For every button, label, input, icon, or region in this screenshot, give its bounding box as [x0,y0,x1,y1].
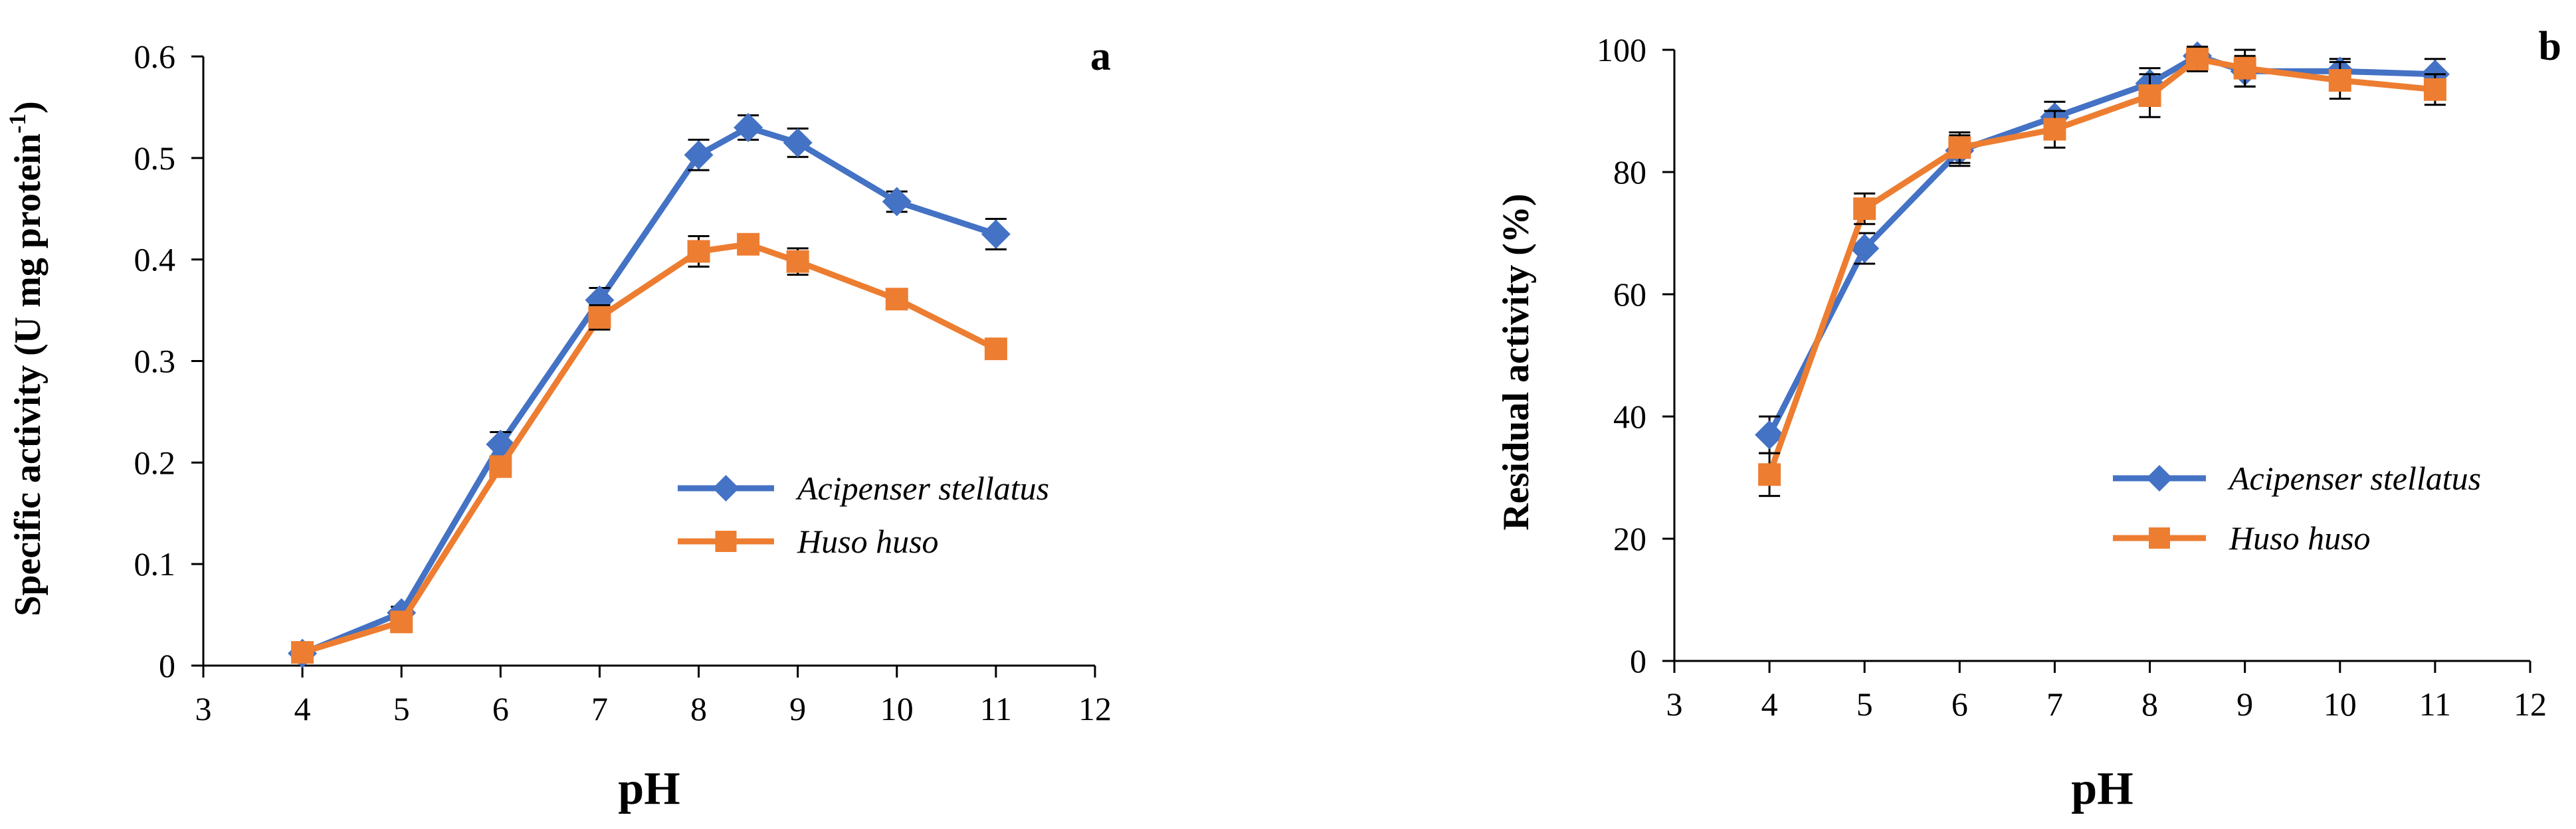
data-point-square [2233,56,2256,80]
data-point-square [390,610,413,634]
data-point-square [984,337,1007,361]
data-point-square [291,641,314,664]
chart-panel-b: 3 4 5 6 7 8 9 10 11 12 0 20 40 60 80 100 pH Residual acti… [1496,24,2561,814]
x-tick-label: 4 [294,690,311,727]
y-tick-label: 40 [1613,398,1646,435]
x-tick-label: 9 [789,690,806,727]
y-tick-label: 0.3 [134,343,176,380]
y-tick-label: 0 [159,647,175,684]
data-point-square [737,232,760,256]
series-huso-huso: Huso huso [1758,45,2446,557]
y-tick-label: 20 [1613,520,1646,557]
x-tick-label: 4 [1761,686,1778,723]
x-tick-label: 6 [492,690,509,727]
legend-label: Acipenser stellatus [2227,460,2481,497]
y-tick-label: 60 [1613,276,1646,313]
x-axis-title: pH [618,763,680,814]
x-tick-label: 3 [1666,686,1683,723]
data-point-diamond [1850,234,1880,263]
x-tick-label: 12 [1078,690,1112,727]
x-tick-label: 5 [393,690,410,727]
data-point-diamond [684,140,714,170]
legend-marker-square [2149,527,2170,549]
y-axis-title-main: Specific activity (U mg protein [7,134,49,616]
data-point-square [2423,78,2446,101]
data-point-diamond [882,187,912,217]
legend-label: Acipenser stellatus [795,470,1049,507]
data-point-diamond [981,219,1011,249]
y-axis-title: Specific activity (U mg protein-1) [4,101,49,616]
y-tick-label: 100 [1597,31,1646,68]
legend-marker-square [715,531,737,552]
x-tick-label: 8 [690,690,707,727]
legend-marker-diamond [2146,465,2173,492]
y-tick-label: 0.1 [134,545,176,583]
x-tick-label: 5 [1856,686,1873,723]
legend-label: Huso huso [2229,519,2371,557]
series-line [1766,56,2436,476]
x-tick-label: 6 [1951,686,1968,723]
data-point-square [2043,118,2066,141]
x-tick-label: 11 [2419,686,2451,723]
panel-label: b [2539,24,2561,69]
series-acipenser-stellatus: Acipenser stellatus [288,112,1049,668]
x-tick-label: 11 [980,690,1012,727]
data-point-square [2138,84,2161,107]
x-tick-label: 12 [2514,686,2547,723]
data-point-square [1853,197,1876,221]
y-axis-title: Residual activity (%) [1496,193,1537,530]
data-point-diamond [734,112,763,142]
x-tick-label: 7 [591,690,608,727]
x-tick-label: 10 [2324,686,2357,723]
y-axis-title-main: Residual activity (%) [1496,193,1537,530]
chart-panel-a: 3 4 5 6 7 8 9 10 11 12 0 0.1 0.2 0.3 0.4 0.5 0.6 pH Specif… [4,34,1112,814]
legend-marker-diamond [712,475,740,502]
series-huso-huso: Huso huso [291,232,1007,664]
y-tick-label: 0.5 [134,139,176,177]
y-tick-label: 80 [1613,153,1646,191]
data-point-square [1948,136,1971,159]
y-axis-title-superscript: -1 [4,114,31,134]
x-tick-label: 7 [2046,686,2063,723]
x-tick-label: 9 [2236,686,2253,723]
panel-label: a [1090,34,1111,79]
y-tick-label: 0.4 [134,241,176,278]
data-point-square [2328,69,2351,92]
data-point-square [2186,47,2209,70]
data-point-square [588,306,611,329]
data-point-diamond [1755,420,1785,450]
data-point-diamond [783,128,813,157]
y-tick-label: 0.2 [134,444,176,481]
legend-label: Huso huso [797,523,939,560]
x-tick-label: 10 [880,690,914,727]
data-point-square [786,250,809,273]
data-point-square [885,288,908,311]
y-tick-label: 0.6 [134,38,176,75]
y-axis-title-end: ) [7,101,49,114]
data-point-square [1758,463,1781,486]
data-point-square [687,240,710,263]
x-tick-label: 3 [195,690,212,727]
data-point-square [489,455,512,478]
x-tick-label: 8 [2141,686,2158,723]
y-tick-label: 0 [1630,642,1646,680]
x-axis-title: pH [2071,763,2133,814]
